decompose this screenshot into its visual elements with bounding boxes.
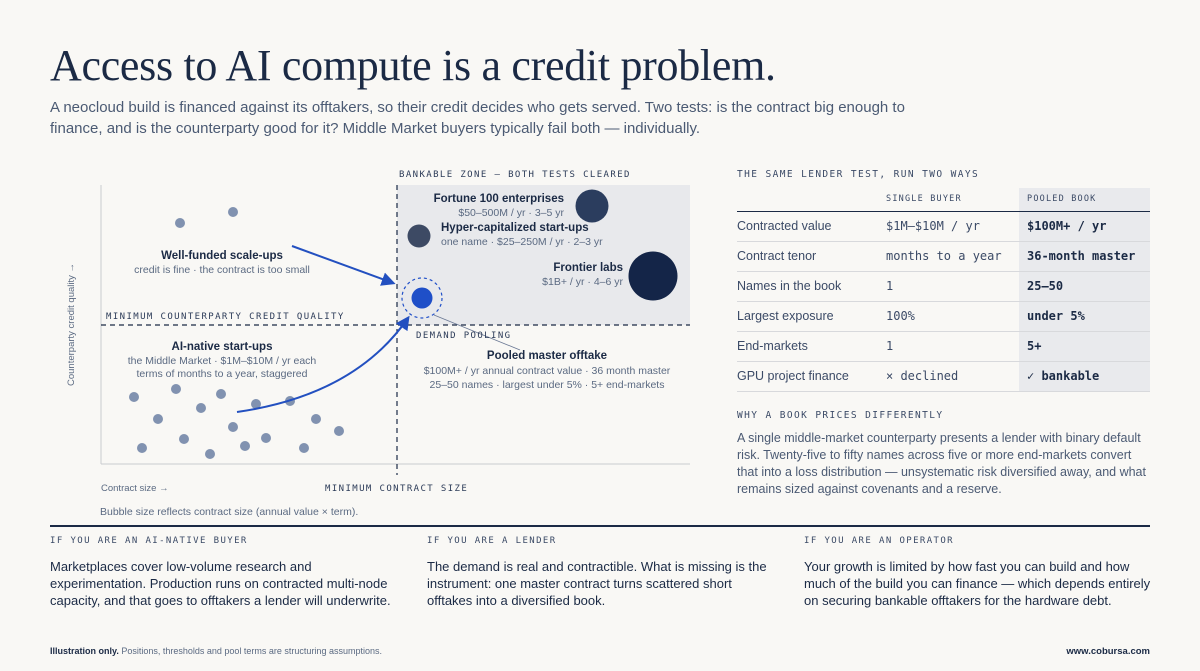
single-cell: 1 [878,271,1019,302]
metric-cell: Largest exposure [737,301,878,332]
footnote: Illustration only. Positions, thresholds… [50,646,382,656]
why-kicker: WHY A BOOK PRICES DIFFERENTLY [737,410,944,421]
pooled-detail-2: 25–50 names · largest under 5% · 5+ end-… [430,379,665,391]
ainative-detail-1: the Middle Market · $1M–$10M / yr each [128,355,317,367]
scaleups-arrow [291,245,396,286]
metric-cell: End-markets [737,331,878,362]
hypercap-name: Hyper-capitalized start-ups [441,222,589,234]
metric-header [737,188,878,212]
metric-cell: Contracted value [737,211,878,242]
audience-text: The demand is real and contractible. Wha… [427,559,767,608]
pooled-cell: ✓ bankable [1019,361,1150,392]
table-header-row: SINGLE BUYER POOLED BOOK [737,188,1150,212]
frontier-detail: $1B+ / yr · 4–6 yr [542,276,623,288]
ainative-dot [240,441,250,451]
table-row: Largest exposure 100% under 5% [737,301,1150,332]
pooled-halo [401,277,443,319]
fortune-bubble [575,189,609,223]
page-title: Access to AI compute is a credit problem… [50,41,776,90]
pooled-name: Pooled master offtake [487,350,607,362]
bankable-zone-label: BANKABLE ZONE — BOTH TESTS CLEARED [399,170,631,180]
table-row: Contract tenor months to a year 36-month… [737,241,1150,272]
table-row: End-markets 1 5+ [737,331,1150,362]
footnote-bold: Illustration only. [50,646,119,656]
min-credit-label: MINIMUM COUNTERPARTY CREDIT QUALITY [106,312,345,322]
credit-quadrant-diagram: BANKABLE ZONE — BOTH TESTS CLEARED Count… [66,170,690,494]
scaleups-name: Well-funded scale-ups [161,250,283,262]
table-kicker: THE SAME LENDER TEST, RUN TWO WAYS [737,169,980,180]
audience-text: Your growth is limited by how fast you c… [804,559,1151,608]
ainative-dot [153,414,163,424]
frontier-name: Frontier labs [553,262,623,274]
audience-text: Marketplaces cover low-volume research a… [50,559,391,608]
pooled-detail-1: $100M+ / yr annual contract value · 36 m… [424,365,671,377]
why-text: A single middle-market counterparty pres… [737,431,1146,496]
pooled-book-header: POOLED BOOK [1019,188,1150,212]
single-buyer-header: SINGLE BUYER [878,188,1019,212]
hypercap-detail: one name · $25–250M / yr · 2–3 yr [441,236,603,248]
metric-cell: Contract tenor [737,241,878,272]
audience-operator: IF YOU ARE AN OPERATOR Your growth is li… [804,536,1154,609]
scaleup-dot [228,207,238,217]
ainative-dot [228,422,238,432]
pooled-cell: $100M+ / yr [1019,211,1150,242]
demand-pooling-label: DEMAND POOLING [416,331,511,341]
table-row: GPU project finance × declined ✓ bankabl… [737,361,1150,392]
single-cell: 1 [878,331,1019,362]
page-subtitle: A neocloud build is financed against its… [50,99,905,137]
ainative-arrow [236,315,410,413]
pooled-cell: 25–50 [1019,271,1150,302]
single-cell: months to a year [878,241,1019,272]
ainative-dot [171,384,181,394]
pooled-cell: 36-month master [1019,241,1150,272]
audience-kicker: IF YOU ARE AN OPERATOR [804,536,955,546]
ainative-dot [129,392,139,402]
ainative-dot [205,449,215,459]
scaleup-dot [175,218,185,228]
pooled-leader [433,314,521,351]
frontier-bubble [628,251,678,301]
table-row: Names in the book 1 25–50 [737,271,1150,302]
metric-cell: Names in the book [737,271,878,302]
ainative-dot [261,433,271,443]
audience-kicker: IF YOU ARE A LENDER [427,536,557,546]
ainative-dot [334,426,344,436]
fortune-detail: $50–500M / yr · 3–5 yr [458,207,564,219]
section-divider [50,525,1150,527]
ainative-dot [251,399,261,409]
single-cell: × declined [878,361,1019,392]
ainative-dot [216,389,226,399]
y-axis-label: Counterparty credit quality → [66,263,77,386]
x-axis-label: Contract size → [101,483,169,494]
metric-cell: GPU project finance [737,361,878,392]
hypercap-bubble [407,224,431,248]
ainative-dot [311,414,321,424]
table-row: Contracted value $1M–$10M / yr $100M+ / … [737,211,1150,242]
single-cell: $1M–$10M / yr [878,211,1019,242]
ainative-dot [299,443,309,453]
pooled-cell: 5+ [1019,331,1150,362]
ainative-name: AI-native start-ups [172,341,273,353]
audience-kicker: IF YOU ARE AN AI-NATIVE BUYER [50,536,248,546]
ainative-dot [137,443,147,453]
ainative-detail-2: terms of months to a year, staggered [136,368,307,380]
pooled-bubble [411,287,433,309]
single-cell: 100% [878,301,1019,332]
ainative-dot [179,434,189,444]
audience-buyer: IF YOU ARE AN AI-NATIVE BUYER Marketplac… [50,536,400,609]
fortune-name: Fortune 100 enterprises [434,193,564,205]
footnote-rest: Positions, thresholds and pool terms are… [118,646,382,656]
audience-lender: IF YOU ARE A LENDER The demand is real a… [427,536,777,609]
lender-test-table: SINGLE BUYER POOLED BOOK Contracted valu… [737,188,1150,392]
ainative-dot [196,403,206,413]
pooled-cell: under 5% [1019,301,1150,332]
site-url[interactable]: www.cobursa.com [1066,646,1150,657]
min-contract-label: MINIMUM CONTRACT SIZE [325,484,468,494]
bubble-size-note: Bubble size reflects contract size (annu… [100,506,359,518]
scaleups-detail: credit is fine · the contract is too sma… [134,264,310,276]
